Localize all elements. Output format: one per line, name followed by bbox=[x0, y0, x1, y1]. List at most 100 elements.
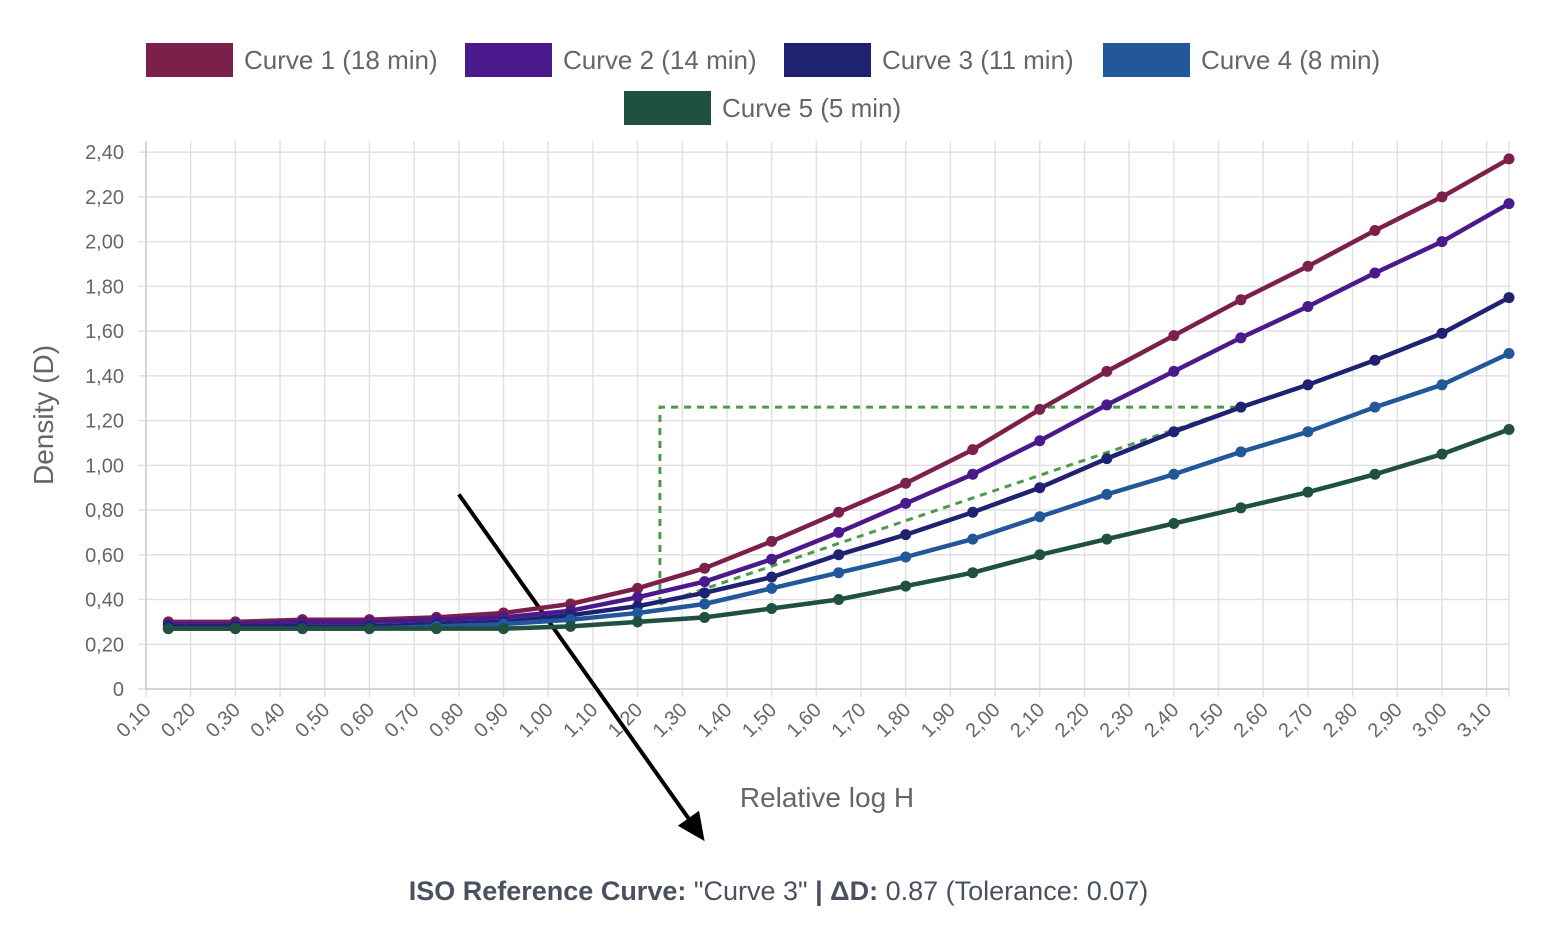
axes: 0 0,20 0,40 0,60 0,80 1,00 1,20 1,40 1,60 1,80 2,0… bbox=[85, 141, 1509, 742]
legend-swatch bbox=[146, 43, 233, 77]
data-point bbox=[1168, 365, 1180, 377]
data-point bbox=[766, 571, 778, 583]
x-tick-label: 0,20 bbox=[157, 699, 200, 742]
data-point bbox=[1235, 446, 1247, 458]
footer-delta-value: 0.87 (Tolerance: 0.07) bbox=[885, 876, 1149, 906]
data-point bbox=[430, 623, 442, 635]
data-point bbox=[296, 623, 308, 635]
x-tick-label: 3,00 bbox=[1408, 699, 1451, 742]
x-tick-label: 2,60 bbox=[1230, 699, 1273, 742]
y-axis-title: Density (D) bbox=[28, 345, 59, 485]
data-point bbox=[1302, 301, 1314, 313]
data-point bbox=[1235, 294, 1247, 306]
x-tick-label: 2,50 bbox=[1185, 699, 1228, 742]
y-tick-label: 2,00 bbox=[85, 232, 124, 254]
data-point bbox=[162, 623, 174, 635]
reference-box-outline bbox=[658, 405, 1241, 605]
reference-slope-line bbox=[659, 405, 1242, 606]
data-point bbox=[833, 526, 845, 538]
y-tick-label: 2,40 bbox=[85, 142, 124, 164]
data-point bbox=[1034, 403, 1046, 415]
data-point bbox=[1302, 486, 1314, 498]
data-point bbox=[1101, 365, 1113, 377]
x-tick-label: 0,30 bbox=[202, 699, 245, 742]
legend-item-3: Curve 3 (11 min) bbox=[784, 43, 1074, 77]
x-tick-label: 1,40 bbox=[693, 699, 736, 742]
series-3 bbox=[162, 292, 1515, 632]
x-tick-label: 1,10 bbox=[559, 699, 602, 742]
data-point bbox=[1101, 488, 1113, 500]
arrow-shaft bbox=[457, 493, 691, 820]
x-tick-label: 0,10 bbox=[112, 699, 155, 742]
data-point bbox=[632, 591, 644, 603]
data-point bbox=[1436, 236, 1448, 248]
data-point bbox=[1302, 426, 1314, 438]
data-point bbox=[1034, 435, 1046, 447]
x-tick-label: 1,80 bbox=[872, 699, 915, 742]
data-point bbox=[967, 567, 979, 579]
y-tick-label: 1,40 bbox=[85, 366, 124, 388]
legend-swatch bbox=[465, 43, 552, 77]
data-point bbox=[1101, 453, 1113, 465]
x-tick-label: 2,90 bbox=[1364, 699, 1407, 742]
data-point bbox=[363, 623, 375, 635]
data-point bbox=[833, 506, 845, 518]
y-tick-label: 1,20 bbox=[85, 411, 124, 433]
data-point bbox=[699, 587, 711, 599]
footer-label: ISO Reference Curve: bbox=[408, 876, 687, 906]
reference-footer: ISO Reference Curve: "Curve 3" | ΔD: 0.8… bbox=[0, 876, 1557, 907]
data-point bbox=[1369, 267, 1381, 279]
data-point bbox=[833, 567, 845, 579]
legend-item-4: Curve 4 (8 min) bbox=[1103, 43, 1380, 77]
footer-curve: "Curve 3" bbox=[693, 876, 808, 906]
legend-swatch bbox=[624, 91, 711, 125]
y-tick-label: 0 bbox=[113, 679, 124, 701]
data-point bbox=[967, 468, 979, 480]
data-point bbox=[967, 444, 979, 456]
annotations bbox=[457, 405, 1242, 842]
x-tick-label: 0,90 bbox=[470, 699, 513, 742]
x-tick-label: 0,60 bbox=[336, 699, 379, 742]
footer-delta-label: ΔD: bbox=[830, 876, 879, 906]
data-point bbox=[766, 535, 778, 547]
legend-swatch bbox=[1103, 43, 1190, 77]
x-tick-label: 0,40 bbox=[247, 699, 290, 742]
data-point bbox=[1369, 468, 1381, 480]
x-tick-label: 2,10 bbox=[1006, 699, 1049, 742]
legend-label: Curve 5 (5 min) bbox=[722, 93, 901, 123]
x-tick-label: 2,70 bbox=[1274, 699, 1317, 742]
data-point bbox=[1503, 347, 1515, 359]
data-point bbox=[699, 562, 711, 574]
data-point bbox=[900, 551, 912, 563]
legend-label: Curve 2 (14 min) bbox=[563, 45, 757, 75]
x-tick-label: 1,30 bbox=[649, 699, 692, 742]
data-point bbox=[967, 506, 979, 518]
x-tick-label: 1,00 bbox=[515, 699, 558, 742]
data-point bbox=[632, 616, 644, 628]
x-tick-label: 2,40 bbox=[1140, 699, 1183, 742]
x-tick-label: 1,60 bbox=[783, 699, 826, 742]
data-point bbox=[1436, 327, 1448, 339]
y-tick-label: 1,00 bbox=[85, 455, 124, 477]
legend-label: Curve 1 (18 min) bbox=[244, 45, 438, 75]
y-tick-label: 0,40 bbox=[85, 590, 124, 612]
data-point bbox=[1101, 533, 1113, 545]
y-tick-label: 1,60 bbox=[85, 321, 124, 343]
x-tick-label: 0,50 bbox=[291, 699, 334, 742]
data-point bbox=[1436, 191, 1448, 203]
series-5 bbox=[162, 424, 1515, 635]
data-point bbox=[1034, 549, 1046, 561]
x-tick-label: 0,70 bbox=[381, 699, 424, 742]
data-point bbox=[1503, 153, 1515, 165]
y-tick-label: 0,60 bbox=[85, 545, 124, 567]
x-tick-label: 0,80 bbox=[425, 699, 468, 742]
data-point bbox=[1168, 426, 1180, 438]
data-point bbox=[1235, 502, 1247, 514]
data-point bbox=[1503, 198, 1515, 210]
data-point bbox=[632, 582, 644, 594]
data-point bbox=[1302, 260, 1314, 272]
x-tick-label: 3,10 bbox=[1453, 699, 1496, 742]
series bbox=[162, 153, 1515, 635]
data-point bbox=[1369, 401, 1381, 413]
